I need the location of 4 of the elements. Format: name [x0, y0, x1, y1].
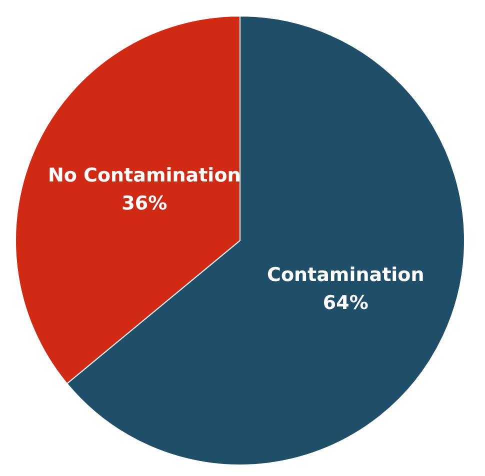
data-label: 64%: [322, 292, 368, 314]
data-label: 36%: [122, 192, 168, 215]
slice-label: No Contamination: [48, 164, 241, 187]
slice-label: Contamination: [266, 264, 424, 286]
